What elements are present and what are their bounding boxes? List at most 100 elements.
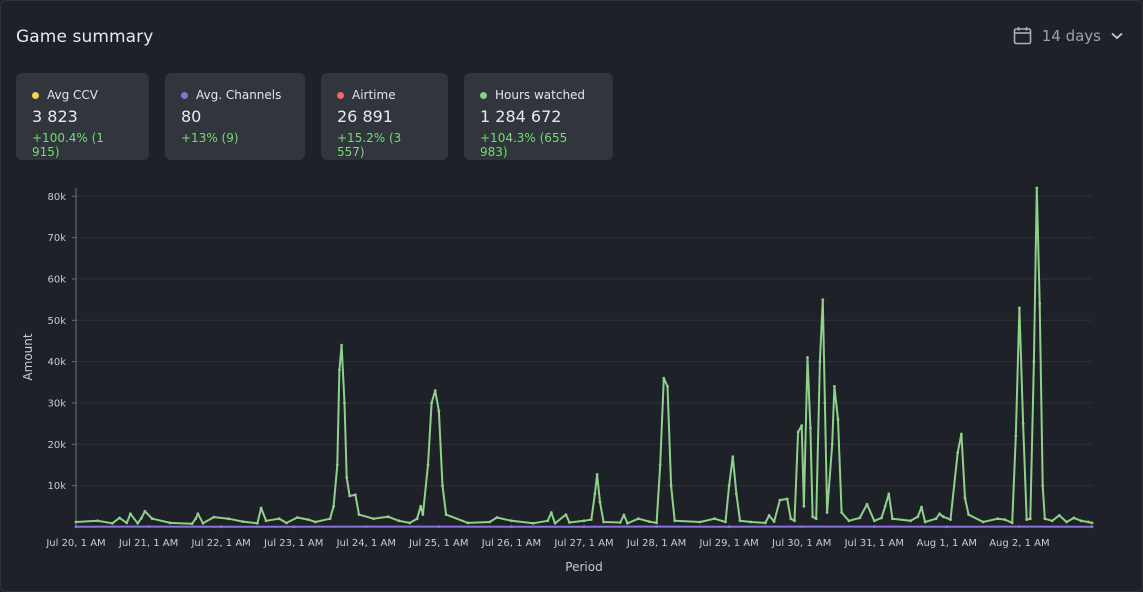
data-point bbox=[673, 519, 677, 523]
data-point bbox=[840, 511, 843, 514]
data-point bbox=[510, 519, 513, 523]
data-point bbox=[981, 520, 985, 524]
data-point bbox=[582, 525, 586, 529]
data-point bbox=[241, 520, 245, 523]
data-point bbox=[880, 516, 883, 520]
data-point bbox=[637, 517, 640, 521]
data-point bbox=[1087, 520, 1090, 524]
data-point bbox=[285, 521, 288, 525]
data-point bbox=[74, 520, 78, 524]
data-point bbox=[194, 517, 198, 521]
y-tick-label: 80k bbox=[47, 192, 66, 203]
data-point bbox=[865, 502, 869, 506]
legend-dot bbox=[32, 91, 39, 99]
data-point bbox=[1090, 525, 1094, 529]
data-point bbox=[568, 521, 571, 524]
data-point bbox=[430, 401, 433, 405]
y-tick-label: 20k bbox=[47, 440, 66, 451]
data-point bbox=[96, 519, 100, 523]
metric-card-airtime[interactable]: Airtime 26 891 +15.2% (3 557) bbox=[321, 73, 448, 160]
data-point bbox=[830, 442, 834, 446]
range-label: 14 days bbox=[1041, 26, 1101, 45]
y-tick-label: 60k bbox=[47, 274, 66, 285]
data-point bbox=[1018, 525, 1021, 528]
x-tick-label: Jul 26, 1 AM bbox=[481, 538, 541, 549]
data-point bbox=[139, 516, 143, 520]
metric-value: 1 284 672 bbox=[480, 107, 562, 126]
metric-label: Airtime bbox=[352, 88, 396, 102]
data-point bbox=[967, 513, 970, 516]
data-point bbox=[190, 522, 194, 526]
x-tick-label: Jul 30, 1 AM bbox=[771, 538, 831, 549]
data-point bbox=[1050, 519, 1054, 523]
metric-delta: +104.3% (655 983) bbox=[480, 131, 568, 159]
x-tick-label: Aug 2, 1 AM bbox=[989, 538, 1049, 549]
data-point bbox=[731, 455, 735, 459]
data-point bbox=[227, 517, 230, 521]
legend-dot bbox=[337, 91, 344, 99]
data-point bbox=[713, 517, 716, 521]
data-point bbox=[118, 516, 121, 520]
data-point bbox=[510, 525, 513, 529]
metric-label: Avg CCV bbox=[47, 88, 99, 102]
x-tick-label: Jul 23, 1 AM bbox=[263, 538, 323, 549]
data-point bbox=[1038, 302, 1042, 306]
data-point bbox=[847, 519, 851, 523]
metric-card-avg-channels[interactable]: Avg. Channels 80 +13% (9) bbox=[165, 73, 305, 160]
metric-delta: +15.2% (3 557) bbox=[337, 131, 402, 159]
data-point bbox=[802, 504, 806, 508]
data-point bbox=[256, 521, 259, 525]
data-point bbox=[531, 521, 535, 525]
metric-label: Avg. Channels bbox=[196, 88, 282, 102]
legend-dot bbox=[181, 91, 188, 99]
data-point bbox=[408, 521, 412, 525]
data-point bbox=[960, 432, 963, 436]
data-point bbox=[364, 525, 368, 528]
x-tick-label: Aug 1, 1 AM bbox=[917, 538, 977, 549]
data-point bbox=[698, 520, 702, 524]
data-point bbox=[778, 498, 782, 502]
data-point bbox=[1035, 186, 1039, 190]
y-tick-label: 30k bbox=[47, 398, 66, 409]
legend-dot bbox=[480, 91, 487, 99]
data-point bbox=[749, 520, 753, 524]
metric-value: 3 823 bbox=[32, 107, 78, 126]
data-point bbox=[1065, 520, 1068, 524]
data-point bbox=[421, 513, 425, 516]
range-selector[interactable]: 14 days bbox=[1013, 26, 1123, 45]
metric-label: Hours watched bbox=[495, 88, 586, 102]
grid-lines bbox=[76, 195, 1092, 487]
data-point bbox=[836, 418, 840, 421]
data-point bbox=[354, 493, 357, 497]
x-tick-label: Jul 22, 1 AM bbox=[190, 538, 250, 549]
y-tick-label: 50k bbox=[47, 316, 66, 327]
data-point bbox=[196, 512, 200, 516]
metric-value: 26 891 bbox=[337, 107, 393, 126]
y-axis-title: Amount bbox=[21, 333, 35, 380]
data-point bbox=[259, 506, 263, 510]
x-tick-label: Jul 24, 1 AM bbox=[336, 538, 396, 549]
data-point bbox=[1003, 518, 1007, 521]
data-point bbox=[666, 385, 669, 388]
x-tick-label: Jul 29, 1 AM bbox=[698, 538, 758, 549]
data-point bbox=[553, 521, 557, 525]
data-point bbox=[825, 511, 829, 514]
metric-delta: +100.4% (1 915) bbox=[32, 131, 104, 159]
data-point bbox=[348, 494, 351, 498]
data-point bbox=[147, 525, 151, 528]
data-point bbox=[357, 513, 361, 516]
data-point bbox=[996, 517, 1000, 521]
data-point bbox=[806, 356, 809, 359]
axes: 10k 20k 30k 40k 50k 60k 70k 80k Jul 20, 1 AM Jul … bbox=[45, 188, 1092, 549]
data-point bbox=[1057, 514, 1061, 517]
data-point bbox=[564, 513, 568, 516]
data-point bbox=[891, 517, 894, 521]
data-point bbox=[1014, 434, 1018, 438]
data-point bbox=[814, 517, 818, 521]
data-point bbox=[809, 426, 812, 430]
data-point bbox=[338, 368, 341, 372]
metric-card-avg-ccv[interactable]: Avg CCV 3 823 +100.4% (1 915) bbox=[16, 73, 149, 160]
data-point bbox=[437, 525, 441, 528]
data-point bbox=[595, 473, 599, 476]
metric-card-hours-watched[interactable]: Hours watched 1 284 672 +104.3% (655 983… bbox=[464, 73, 613, 160]
